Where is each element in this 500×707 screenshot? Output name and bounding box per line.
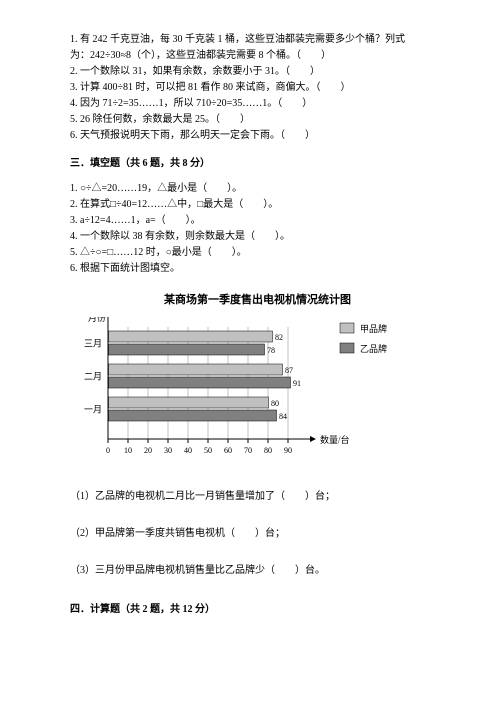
fill-q4: 4. 一个数除以 38 有余数，则余数最大是（ ）。 <box>70 229 445 244</box>
bar-chart: 月份0102030405060708090数量/台8278三月8791二月808… <box>70 317 415 467</box>
section4-heading: 四．计算题（共 2 题，共 12 分） <box>70 602 445 617</box>
svg-text:78: 78 <box>267 346 275 355</box>
fill-q1: 1. ○÷△=20……19，△最小是（ ）。 <box>70 181 445 196</box>
true-false-q6: 6. 天气预报说明天下雨，那么明天一定会下雨。（ ） <box>70 128 445 143</box>
svg-text:80: 80 <box>271 399 279 408</box>
svg-text:30: 30 <box>164 446 172 455</box>
svg-text:月份: 月份 <box>88 317 106 323</box>
true-false-q5: 5. 26 除任何数，余数最大是 25。（ ） <box>70 112 445 127</box>
svg-text:乙品牌: 乙品牌 <box>360 343 387 354</box>
true-false-q3: 3. 计算 400÷81 时，可以把 81 看作 80 来试商，商偏大。（ ） <box>70 80 445 95</box>
chart-subq1: （1）乙品牌的电视机二月比一月销售量增加了（ ）台； <box>70 489 445 504</box>
svg-text:60: 60 <box>224 446 232 455</box>
svg-text:84: 84 <box>279 412 287 421</box>
fill-q6: 6. 根据下面统计图填空。 <box>70 261 445 276</box>
chart-title: 某商场第一季度售出电视机情况统计图 <box>70 292 445 309</box>
svg-text:甲品牌: 甲品牌 <box>360 323 387 334</box>
chart-subq3: （3）三月份甲品牌电视机销售量比乙品牌少（ ）台。 <box>70 563 445 578</box>
svg-text:二月: 二月 <box>84 371 102 381</box>
fill-q2: 2. 在算式□÷40=12……△中，□最大是（ ）。 <box>70 197 445 212</box>
svg-text:20: 20 <box>144 446 152 455</box>
svg-text:80: 80 <box>264 446 272 455</box>
chart-subq2: （2）甲品牌第一季度共销售电视机（ ）台； <box>70 526 445 541</box>
svg-text:50: 50 <box>204 446 212 455</box>
true-false-q2: 2. 一个数除以 31，如果有余数，余数要小于 31。（ ） <box>70 64 445 79</box>
svg-text:87: 87 <box>285 366 293 375</box>
true-false-q4: 4. 因为 71÷2=35……1，所以 710÷20=35……1。（ ） <box>70 96 445 111</box>
svg-text:10: 10 <box>124 446 132 455</box>
true-false-q1-line1: 1. 有 242 千克豆油，每 30 千克装 1 桶，这些豆油都装完需要多少个桶… <box>70 32 445 47</box>
fill-q5: 5. △÷○=□……12 时，○最小是（ ）。 <box>70 245 445 260</box>
svg-text:数量/台: 数量/台 <box>320 434 350 445</box>
svg-text:一月: 一月 <box>84 404 102 414</box>
svg-text:91: 91 <box>293 379 301 388</box>
svg-text:90: 90 <box>284 446 292 455</box>
section3-heading: 三．填空题（共 6 题，共 8 分） <box>70 156 445 171</box>
svg-text:40: 40 <box>184 446 192 455</box>
true-false-q1-line2: 为：242÷30≈8（个），这些豆油都装完需要 8 个桶。（ ） <box>70 48 445 63</box>
fill-q3: 3. a÷12=4……1，a=（ ）。 <box>70 213 445 228</box>
svg-text:0: 0 <box>106 446 110 455</box>
svg-text:70: 70 <box>244 446 252 455</box>
svg-text:82: 82 <box>275 333 283 342</box>
svg-text:三月: 三月 <box>84 338 102 348</box>
chart-container: 某商场第一季度售出电视机情况统计图 月份 0 10 20 30 40 50 60 70 80 90 数… <box>70 292 445 467</box>
